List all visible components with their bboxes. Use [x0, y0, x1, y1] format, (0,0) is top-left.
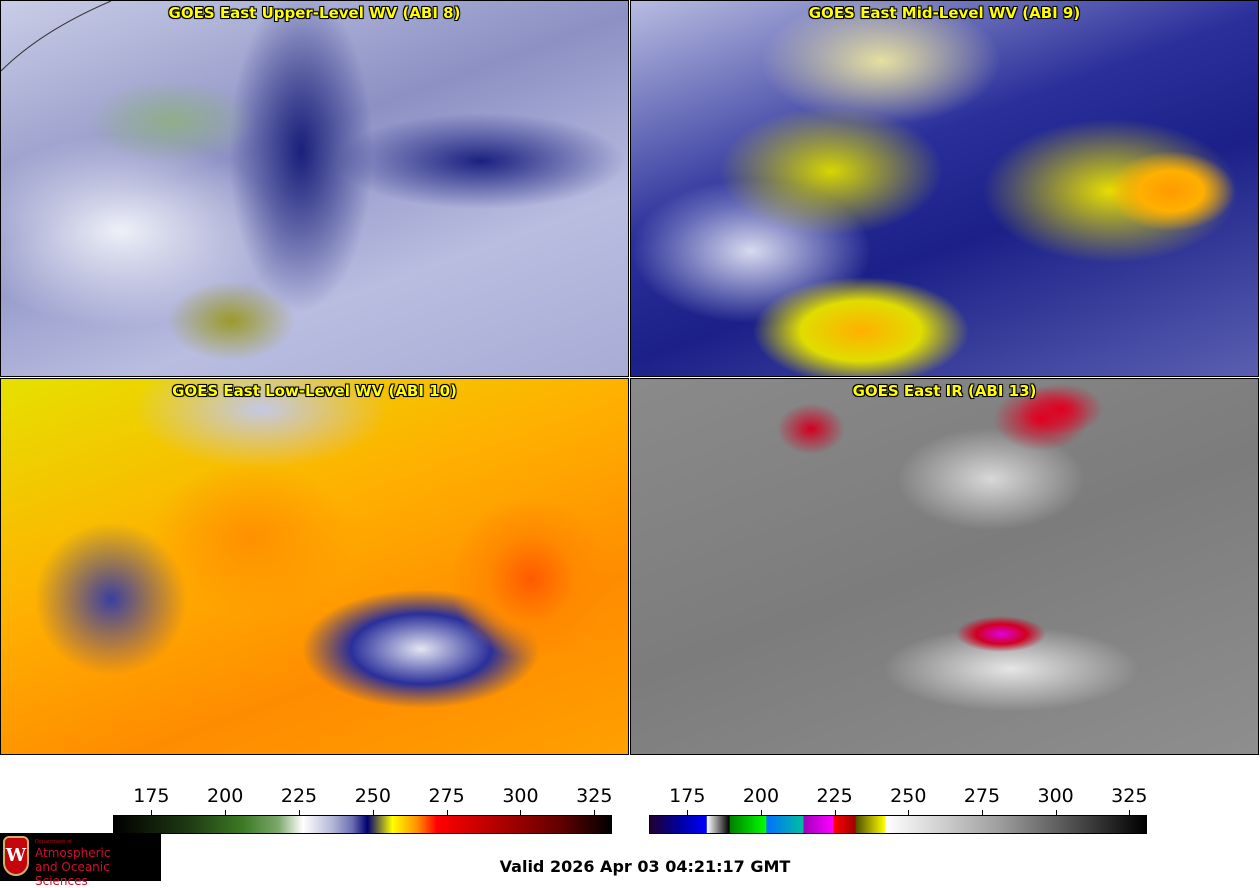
colorbar-tick — [1129, 810, 1131, 815]
colorbar-tick-label: 325 — [1111, 785, 1148, 807]
colorbar-tick-label: 225 — [816, 785, 853, 807]
panel-low-level-wv: GOES East Low-Level WV (ABI 10) — [0, 378, 629, 755]
colorbar-tick-label: 250 — [354, 785, 391, 807]
colorbar-tick-label: 225 — [280, 785, 318, 807]
colorbar-tick-label: 300 — [502, 785, 539, 807]
colorbar-tick-label: 200 — [742, 785, 780, 807]
colorbar-tick-label: 275 — [963, 785, 1001, 807]
colorbar-tick — [594, 810, 596, 815]
colorbar-tick-label: 175 — [133, 785, 170, 807]
colorbar-tick-label: 250 — [890, 785, 927, 807]
colorbar-tick — [299, 810, 301, 815]
colorbar-tick — [760, 810, 762, 815]
panel-title: GOES East Low-Level WV (ABI 10) — [172, 382, 457, 400]
colorbar-tick-label: 300 — [1037, 785, 1074, 807]
panel-title: GOES East Upper-Level WV (ABI 8) — [168, 4, 461, 22]
uw-crest-icon: W — [3, 836, 29, 876]
colorbar-tick — [151, 810, 153, 815]
colorbar-tick — [446, 810, 448, 815]
crest-letter: W — [5, 845, 27, 866]
wv-colorbar — [113, 815, 612, 834]
panel-upper-level-wv: GOES East Upper-Level WV (ABI 8) — [0, 0, 629, 377]
colorbar-tick-label: 175 — [669, 785, 706, 807]
panel-title: GOES East IR (ABI 13) — [852, 382, 1037, 400]
colorbar-tick-label: 200 — [207, 785, 244, 807]
earth-limb — [1, 1, 112, 72]
colorbar-tick — [520, 810, 522, 815]
panel-title: GOES East Mid-Level WV (ABI 9) — [808, 4, 1081, 22]
ir-colorbar — [649, 815, 1147, 834]
panel-mid-level-wv: GOES East Mid-Level WV (ABI 9) — [630, 0, 1259, 377]
colorbar-tick-label: 275 — [428, 785, 465, 807]
colorbar-tick — [981, 810, 983, 815]
colorbar-tick — [834, 810, 836, 815]
colorbar-tick — [372, 810, 374, 815]
panel-ir: GOES East IR (ABI 13) — [630, 378, 1259, 755]
logo-dept: Department of — [35, 839, 72, 845]
colorbar-tick-label: 325 — [576, 785, 613, 807]
logo-line1: Atmospheric — [35, 846, 111, 860]
colorbar-tick — [908, 810, 910, 815]
colorbar-tick — [1055, 810, 1057, 815]
valid-time: Valid 2026 Apr 03 04:21:17 GMT — [499, 857, 791, 876]
colorbar-tick — [225, 810, 227, 815]
colorbar-tick — [687, 810, 689, 815]
